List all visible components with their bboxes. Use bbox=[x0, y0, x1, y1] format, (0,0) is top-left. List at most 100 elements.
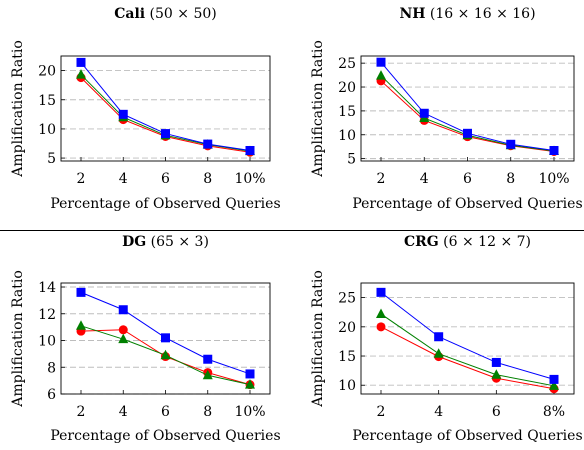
x-tick-label: 6 bbox=[492, 404, 501, 420]
data-point-square bbox=[161, 333, 170, 343]
x-tick-label: 4 bbox=[420, 171, 429, 187]
x-tick-label: 8 bbox=[203, 171, 212, 187]
x-tick-label: 10% bbox=[234, 171, 265, 187]
chart-title: NH (16 × 16 × 16) bbox=[399, 6, 535, 22]
data-point-triangle bbox=[202, 369, 213, 380]
chart-title-dimensions: (6 × 12 × 7) bbox=[439, 234, 531, 250]
x-axis-label: Percentage of Observed Queries bbox=[50, 196, 280, 212]
data-point-square bbox=[549, 374, 559, 384]
data-point-square bbox=[376, 57, 386, 67]
x-tick-label: 4 bbox=[434, 404, 443, 420]
data-point-square bbox=[419, 108, 429, 118]
data-point-square bbox=[118, 305, 128, 315]
data-point-square bbox=[76, 57, 86, 67]
chart-panel-1: NH (16 × 16 × 16) 5 10 15 20 25 2 4 6 8 10% Percent… bbox=[310, 6, 583, 212]
y-tick-label: 20 bbox=[38, 64, 56, 80]
y-axis-label: Amplification Ratio bbox=[10, 270, 26, 408]
data-point-triangle bbox=[118, 333, 129, 344]
series-line-square bbox=[80, 291, 251, 375]
x-axis-label: Percentage of Observed Queries bbox=[352, 196, 582, 212]
data-point-triangle bbox=[160, 349, 171, 360]
x-tick-label: 10% bbox=[538, 171, 569, 187]
chart-panel-0: Cali (50 × 50) 5 10 15 20 2 4 6 8 10% Percentage o… bbox=[10, 6, 281, 212]
series-line-circle bbox=[380, 326, 555, 390]
y-tick-label: 10 bbox=[338, 128, 356, 144]
data-point-square bbox=[76, 287, 86, 297]
x-tick-label: 2 bbox=[77, 171, 86, 187]
series-line-triangle bbox=[380, 313, 555, 387]
data-point-triangle bbox=[76, 69, 86, 79]
y-tick-label: 14 bbox=[38, 280, 56, 296]
data-point-square bbox=[491, 357, 501, 367]
data-point-circle bbox=[118, 325, 128, 335]
chart-title-dimensions: (16 × 16 × 16) bbox=[425, 6, 535, 22]
y-tick-label: 25 bbox=[338, 56, 356, 72]
chart-title-name: NH bbox=[399, 6, 425, 22]
plot-frame bbox=[60, 55, 271, 162]
series-line-square bbox=[380, 291, 555, 380]
x-tick-label: 2 bbox=[377, 171, 386, 187]
data-point-circle bbox=[376, 322, 386, 332]
chart-panel-2: DG (65 × 3) 6 8 10 12 14 2 4 6 8 10% Percentage of … bbox=[10, 234, 281, 444]
chart-title-name: DG bbox=[122, 234, 146, 250]
x-axis-label: Percentage of Observed Queries bbox=[352, 428, 582, 444]
data-point-triangle bbox=[491, 369, 502, 379]
data-point-triangle bbox=[245, 379, 255, 389]
data-point-square bbox=[245, 146, 255, 155]
chart-title-dimensions: (65 × 3) bbox=[146, 234, 209, 250]
data-point-square bbox=[118, 109, 128, 119]
data-point-triangle bbox=[376, 70, 386, 80]
y-tick-label: 15 bbox=[338, 349, 356, 365]
y-tick-label: 5 bbox=[347, 152, 356, 168]
series-line-circle bbox=[80, 77, 251, 153]
x-tick-label: 8% bbox=[543, 404, 565, 420]
plot-frame bbox=[360, 55, 575, 162]
data-point-square bbox=[434, 332, 444, 342]
data-point-square bbox=[203, 354, 213, 364]
data-point-square bbox=[161, 129, 170, 139]
y-tick-label: 12 bbox=[38, 307, 56, 323]
data-point-triangle bbox=[76, 320, 86, 330]
y-axis-label: Amplification Ratio bbox=[310, 270, 326, 408]
y-tick-label: 8 bbox=[47, 360, 56, 376]
data-point-triangle bbox=[549, 380, 559, 390]
data-point-square bbox=[203, 139, 213, 149]
y-tick-label: 10 bbox=[38, 334, 56, 350]
data-point-square bbox=[245, 369, 255, 379]
y-tick-label: 6 bbox=[47, 387, 56, 403]
plot-frame bbox=[60, 282, 271, 395]
data-point-triangle bbox=[376, 308, 386, 318]
x-tick-label: 2 bbox=[377, 404, 386, 420]
data-point-square bbox=[376, 287, 386, 297]
y-axis-label: Amplification Ratio bbox=[10, 40, 26, 178]
x-tick-label: 6 bbox=[463, 171, 472, 187]
x-tick-label: 8 bbox=[203, 404, 212, 420]
y-tick-label: 10 bbox=[338, 378, 356, 394]
x-tick-label: 2 bbox=[77, 404, 86, 420]
x-tick-label: 4 bbox=[119, 171, 128, 187]
x-axis-label: Percentage of Observed Queries bbox=[50, 428, 280, 444]
y-tick-label: 20 bbox=[338, 320, 356, 336]
plot-frame bbox=[360, 282, 575, 395]
data-point-triangle bbox=[433, 348, 444, 358]
y-axis-label: Amplification Ratio bbox=[310, 40, 326, 178]
data-point-square bbox=[463, 128, 472, 138]
chart-panel-3: CRG (6 × 12 × 7) 10 15 20 25 2 4 6 8% Percentage … bbox=[310, 234, 583, 444]
chart-title-dimensions: (50 × 50) bbox=[145, 6, 217, 22]
x-tick-label: 4 bbox=[119, 404, 128, 420]
x-tick-label: 6 bbox=[161, 171, 170, 187]
chart-title: CRG (6 × 12 × 7) bbox=[404, 234, 531, 250]
y-tick-label: 20 bbox=[338, 80, 356, 96]
chart-title: DG (65 × 3) bbox=[122, 234, 209, 250]
y-tick-label: 15 bbox=[338, 104, 356, 120]
chart-title-name: Cali bbox=[114, 6, 145, 22]
chart-title-name: CRG bbox=[404, 234, 439, 250]
y-tick-label: 25 bbox=[338, 291, 356, 307]
data-point-square bbox=[549, 146, 559, 155]
data-point-square bbox=[506, 139, 516, 149]
y-tick-label: 10 bbox=[38, 122, 56, 138]
y-tick-label: 15 bbox=[38, 93, 56, 109]
chart-title: Cali (50 × 50) bbox=[114, 6, 217, 22]
x-tick-label: 6 bbox=[161, 404, 170, 420]
